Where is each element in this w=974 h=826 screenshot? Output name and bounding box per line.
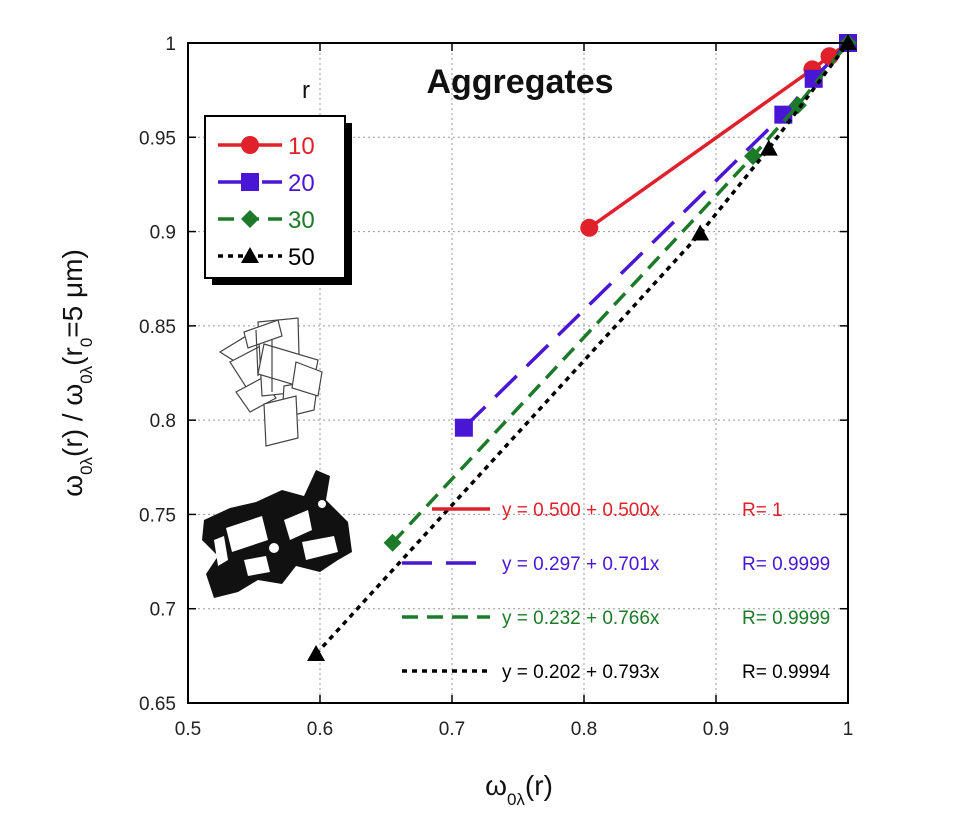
crystal-aggregate-illustration	[218, 317, 323, 447]
series-50	[307, 34, 857, 661]
data-point-50	[307, 644, 326, 661]
legend-label: 20	[288, 170, 315, 197]
fit-r-value: R= 0.9994	[742, 662, 831, 683]
data-point-50	[759, 139, 778, 156]
data-point-10	[580, 218, 599, 237]
legend-marker	[241, 136, 259, 154]
y-axis-label: ω0λ(r) / ω0λ(r0=5 μm)	[57, 249, 96, 497]
y-tick-label: 0.85	[139, 317, 176, 338]
soot-aggregate-illustration	[202, 470, 352, 598]
legend-entry-50: 50	[218, 244, 315, 271]
chart-title: Aggregates	[426, 63, 613, 101]
legend-marker	[241, 210, 259, 228]
axis-ticks: 0.5 0.6 0.7 0.8 0.9 1 0.65 0.7 0.75 0.8 0.85 0.9 0.9…	[139, 34, 853, 740]
legend-title: r	[302, 77, 310, 104]
legend-entry-10: 10	[218, 133, 315, 160]
x-tick-label: 0.5	[175, 719, 201, 740]
fit-annotations: y = 0.500 + 0.500x R= 1 y = 0.297 + 0.701x…	[402, 500, 831, 683]
plot-frame	[187, 42, 849, 704]
fit-line-20: y = 0.297 + 0.701x R= 0.9999	[402, 554, 830, 575]
y-tick-label: 0.8	[150, 411, 176, 432]
x-tick-label: 1	[843, 719, 854, 740]
y-tick-label: 0.75	[139, 505, 176, 526]
fit-equation: y = 0.297 + 0.701x	[502, 554, 660, 575]
legend-label: 50	[288, 244, 315, 271]
series-layer	[307, 34, 857, 661]
series-line-20	[462, 41, 850, 429]
fit-r-value: R= 0.9999	[742, 608, 830, 629]
y-tick-label: 0.7	[150, 600, 176, 621]
data-point-30	[383, 533, 402, 552]
fit-line-10: y = 0.500 + 0.500x R= 1	[432, 500, 783, 521]
legend-marker	[241, 247, 259, 263]
fit-equation: y = 0.500 + 0.500x	[502, 500, 660, 521]
series-line-10	[588, 41, 850, 230]
legend-entry-20: 20	[218, 170, 315, 197]
fit-equation: y = 0.202 + 0.793x	[502, 662, 660, 683]
fit-line-30: y = 0.232 + 0.766x R= 0.9999	[402, 608, 830, 629]
fit-r-value: R= 1	[742, 500, 783, 521]
y-tick-label: 1	[165, 34, 176, 55]
x-tick-label: 0.7	[439, 719, 465, 740]
y-tick-label: 0.65	[139, 694, 176, 715]
legend-label: 10	[288, 133, 315, 160]
x-tick-label: 0.6	[307, 719, 333, 740]
legend-marker	[241, 173, 259, 191]
legend: 10 20 30 50	[218, 133, 315, 271]
x-tick-label: 0.8	[571, 719, 597, 740]
data-point-50	[691, 224, 710, 241]
data-point-30	[788, 96, 807, 115]
x-tick-label: 0.9	[703, 719, 729, 740]
legend-label: 30	[288, 207, 315, 234]
data-point-20	[454, 418, 473, 437]
legend-box	[204, 115, 346, 279]
y-tick-label: 0.9	[150, 223, 176, 244]
x-axis-label: ω0λ(r)	[485, 770, 553, 809]
fit-equation: y = 0.232 + 0.766x	[502, 608, 660, 629]
fit-r-value: R= 0.9999	[742, 554, 830, 575]
series-line-50	[314, 41, 850, 656]
fit-line-50: y = 0.202 + 0.793x R= 0.9994	[402, 662, 831, 683]
y-tick-label: 0.95	[139, 128, 176, 149]
legend-entry-30: 30	[218, 207, 315, 234]
